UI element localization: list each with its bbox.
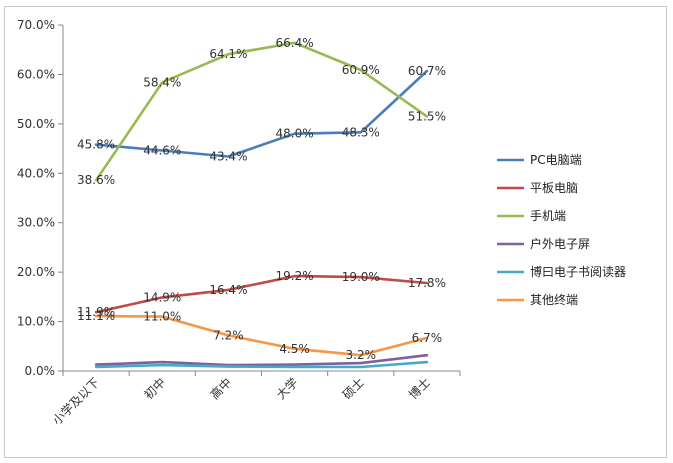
data-label: 11.9%	[77, 305, 115, 319]
x-tick-label: 大学	[273, 375, 301, 403]
data-label: 43.4%	[209, 149, 247, 163]
data-label: 60.9%	[342, 63, 380, 77]
y-tick-label: 0.0%	[25, 364, 56, 378]
data-label: 11.1%	[77, 309, 115, 323]
legend-label: 其他终端	[530, 292, 578, 307]
data-label: 64.1%	[209, 47, 247, 61]
data-label: 48.3%	[342, 125, 380, 139]
data-label: 19.2%	[276, 269, 314, 283]
x-axis-ticks: 小学及以下 初中 高中 大学 硕士 博士	[49, 371, 461, 428]
data-label: 38.6%	[77, 173, 115, 187]
series-line-2	[94, 274, 429, 314]
y-tick-label: 50.0%	[17, 117, 55, 131]
x-tick-label: 高中	[207, 375, 235, 403]
data-label: 60.7%	[408, 64, 446, 78]
legend-label: PC电脑端	[530, 153, 582, 167]
data-label: 19.0%	[342, 270, 380, 284]
series-line-6	[94, 314, 429, 357]
data-label: 4.5%	[279, 342, 310, 356]
data-label: 44.6%	[143, 144, 181, 158]
y-tick-label: 40.0%	[17, 166, 55, 180]
data-label: 3.2%	[346, 348, 377, 362]
y-tick-label: 60.0%	[17, 67, 55, 81]
axes	[62, 25, 460, 372]
chart-frame	[4, 6, 667, 458]
x-tick-label: 博士	[405, 375, 433, 403]
y-tick-label: 10.0%	[17, 315, 55, 329]
data-label: 14.9%	[143, 290, 181, 304]
series-line-5	[94, 360, 429, 369]
series-lines	[94, 41, 429, 369]
data-label: 66.4%	[276, 36, 314, 50]
data-labels: 45.8% 44.6% 43.4% 48.0% 48.3% 60.7% 11.9% 14.9%…	[77, 36, 446, 362]
data-label: 17.8%	[408, 276, 446, 290]
y-tick-label: 20.0%	[17, 265, 55, 279]
x-tick-label: 小学及以下	[49, 375, 102, 428]
data-label: 58.4%	[143, 75, 181, 89]
series-line-4	[94, 353, 429, 367]
y-tick-label: 30.0%	[17, 216, 55, 230]
x-tick-label: 硕士	[340, 375, 367, 402]
legend-label: 户外电子屏	[530, 236, 590, 251]
legend-label: 平板电脑	[530, 181, 578, 195]
data-label: 6.7%	[412, 331, 443, 345]
data-label: 16.4%	[209, 283, 247, 297]
y-axis-ticks: 0.0% 10.0% 20.0% 30.0% 40.0% 50.0% 60.0% 70.0%	[17, 18, 63, 378]
series-line-3	[94, 41, 429, 182]
data-label: 51.5%	[408, 109, 446, 123]
legend-label: 博曰电子书阅读器	[530, 264, 626, 279]
data-label: 48.0%	[276, 127, 314, 141]
series-line-1	[94, 69, 429, 158]
data-label: 11.0%	[143, 310, 181, 324]
data-label: 45.8%	[77, 138, 115, 152]
x-tick-label: 初中	[141, 375, 169, 403]
data-label: 7.2%	[213, 328, 244, 342]
y-tick-label: 70.0%	[17, 18, 55, 32]
legend-label: 手机端	[530, 209, 566, 223]
